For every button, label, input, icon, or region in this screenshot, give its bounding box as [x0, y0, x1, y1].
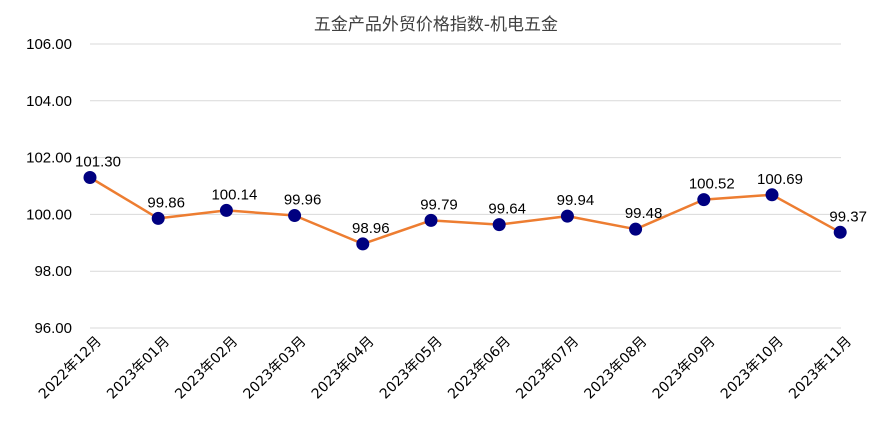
data-point: [765, 188, 779, 202]
y-axis-tick-labels: 96.00 98.00 100.00 102.00 104.00 106.00: [26, 36, 72, 337]
series-line: [89, 176, 841, 246]
data-label: 100.69: [757, 171, 803, 188]
x-axis-tick-labels: 2022年12月 2023年01月 2023年02月 2023年03月 2023年04月…: [36, 334, 855, 403]
data-label: 100.14: [211, 186, 257, 203]
x-tick-label: 2023年05月: [377, 334, 446, 403]
data-label: 100.52: [689, 176, 735, 193]
y-tick-label: 100.00: [26, 206, 72, 223]
data-label: 99.64: [488, 201, 526, 218]
y-tick-label: 104.00: [26, 93, 72, 110]
data-point: [219, 203, 233, 217]
data-point: [833, 225, 847, 239]
x-tick-label: 2023年03月: [241, 334, 310, 403]
data-label: 101.30: [75, 153, 121, 170]
y-tick-label: 102.00: [26, 150, 72, 167]
data-label: 99.86: [147, 194, 185, 211]
y-tick-label: 96.00: [34, 320, 72, 337]
data-label: 99.96: [284, 192, 322, 209]
x-tick-label: 2023年10月: [718, 334, 787, 403]
x-tick-label: 2022年12月: [36, 334, 105, 403]
x-tick-label: 2023年08月: [582, 334, 651, 403]
data-label: 99.48: [625, 205, 663, 222]
data-point: [629, 222, 643, 236]
grid-layer: [90, 43, 841, 329]
y-tick-label: 98.00: [34, 263, 72, 280]
series-line-layer: [89, 176, 841, 246]
x-tick-label: 2023年09月: [650, 334, 719, 403]
data-point: [83, 170, 97, 184]
data-label: 99.94: [557, 192, 595, 209]
data-label: 99.79: [420, 196, 458, 213]
data-point-layer: [83, 170, 847, 251]
data-label: 99.37: [829, 208, 867, 225]
x-tick-label: 2023年02月: [172, 334, 241, 403]
x-tick-label: 2023年01月: [104, 334, 173, 403]
data-point: [424, 213, 438, 227]
data-point: [697, 193, 711, 207]
data-label: 98.96: [352, 220, 390, 237]
data-point: [560, 209, 574, 223]
x-tick-label: 2023年06月: [445, 334, 514, 403]
y-tick-label: 106.00: [26, 36, 72, 53]
data-point: [356, 237, 370, 251]
x-tick-label: 2023年04月: [309, 334, 378, 403]
data-point: [151, 211, 165, 225]
x-tick-label: 2023年07月: [513, 334, 582, 403]
data-point: [288, 209, 302, 223]
data-point: [492, 218, 506, 232]
x-tick-label: 2023年11月: [786, 334, 855, 403]
chart-title: 五金产品外贸价格指数-机电五金: [314, 15, 558, 35]
data-label-layer: 101.30 99.86 100.14 99.96 98.96 99.79 99.64 99.…: [75, 153, 867, 236]
